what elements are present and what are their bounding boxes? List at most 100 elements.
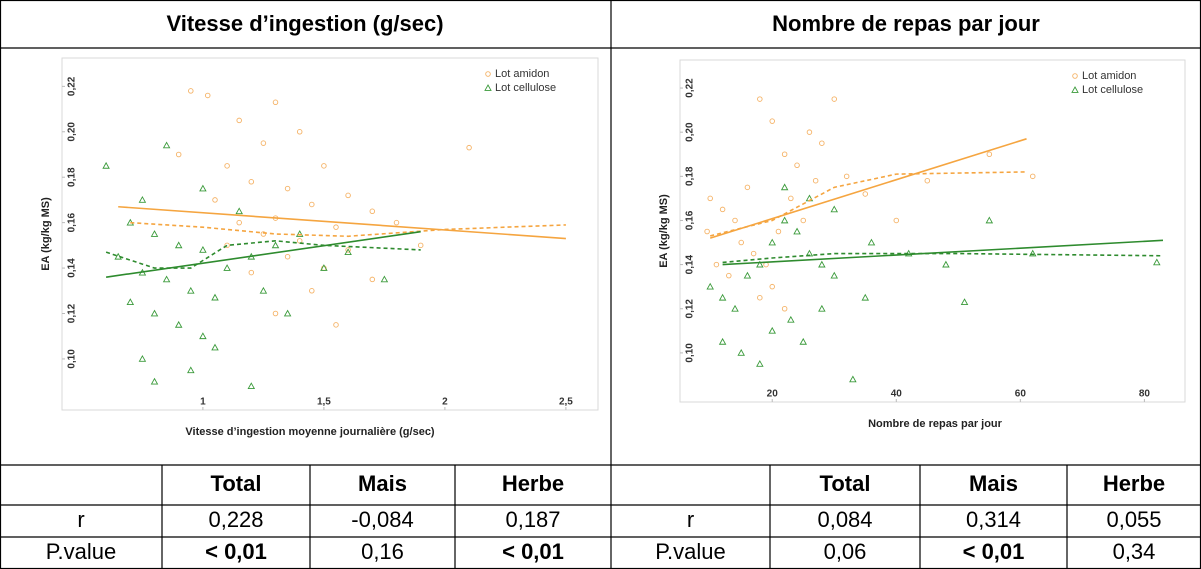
y-tick-label: 0,22	[67, 76, 78, 96]
point	[867, 238, 876, 246]
point	[769, 283, 775, 290]
plot-frame	[61, 57, 599, 411]
y-tick-label: 0,16	[685, 210, 696, 230]
point	[260, 231, 267, 237]
point	[799, 337, 808, 345]
point	[768, 238, 776, 246]
point	[223, 264, 231, 271]
point	[781, 306, 788, 312]
point	[893, 217, 900, 224]
point	[942, 260, 950, 268]
point	[960, 298, 969, 305]
point	[726, 272, 732, 279]
point	[199, 245, 207, 253]
x-tick-label: 40	[891, 389, 903, 400]
point	[788, 195, 794, 202]
x-axis-label: Vitesse d’ingestion moyenne journalière …	[185, 426, 435, 438]
fit-line	[722, 252, 1164, 264]
point	[769, 118, 775, 124]
point	[768, 326, 776, 334]
point	[780, 216, 789, 224]
y-axis-label: EA (kg/kg MS)	[658, 194, 670, 268]
point	[757, 96, 763, 102]
point	[236, 219, 242, 226]
point	[272, 99, 279, 106]
point	[296, 129, 303, 135]
point	[174, 241, 183, 249]
point	[862, 191, 869, 197]
point	[236, 117, 242, 124]
point	[309, 288, 315, 294]
point	[924, 177, 931, 184]
row-label: r	[687, 507, 694, 532]
cell: -0,084	[351, 507, 413, 532]
column-header: Total	[211, 471, 262, 496]
y-tick-label: 0,20	[685, 122, 696, 142]
point	[393, 219, 400, 226]
point	[345, 247, 351, 253]
point	[417, 242, 424, 249]
point	[986, 151, 993, 157]
point	[780, 183, 789, 191]
point	[706, 282, 714, 290]
point	[138, 196, 147, 203]
point	[284, 185, 291, 192]
point	[812, 177, 819, 184]
column-header: Herbe	[1103, 471, 1165, 496]
point	[750, 250, 757, 257]
x-tick-label: 1	[200, 397, 206, 408]
point	[199, 332, 207, 340]
cell: 0,055	[1106, 507, 1161, 532]
point	[831, 96, 838, 102]
point	[345, 192, 351, 199]
y-tick-label: 0,10	[67, 349, 78, 369]
point	[800, 217, 806, 224]
point	[248, 179, 255, 185]
point	[259, 286, 268, 294]
y-tick-label: 0,14	[685, 254, 696, 274]
legend-label: Lot amidon	[1082, 70, 1136, 82]
point	[743, 271, 752, 279]
cell: 0,34	[1113, 539, 1156, 564]
point	[732, 217, 738, 224]
point	[985, 216, 994, 224]
y-tick-label: 0,10	[685, 343, 696, 363]
x-tick-label: 2	[442, 397, 448, 408]
point	[756, 260, 764, 268]
point	[861, 293, 870, 301]
point	[830, 205, 839, 213]
point	[707, 195, 713, 202]
fit-line	[105, 240, 421, 269]
cell: 0,187	[505, 507, 560, 532]
cell: 0,228	[208, 507, 263, 532]
point	[162, 141, 171, 149]
x-tick-label: 60	[1015, 389, 1027, 400]
cell: 0,16	[361, 539, 404, 564]
point	[187, 366, 195, 374]
fit-line	[118, 205, 566, 240]
point	[271, 241, 280, 249]
point	[138, 355, 147, 362]
point	[843, 173, 850, 180]
x-tick-label: 80	[1139, 389, 1151, 400]
point	[380, 275, 389, 283]
point	[211, 293, 219, 301]
legend-marker	[1071, 86, 1079, 93]
point	[744, 184, 751, 191]
y-tick-label: 0,18	[685, 166, 696, 186]
point	[333, 322, 339, 328]
cell: 0,314	[966, 507, 1021, 532]
cell: 0,084	[817, 507, 872, 532]
point	[369, 208, 376, 215]
point	[818, 304, 826, 312]
cell: < 0,01	[205, 539, 267, 564]
point	[719, 206, 726, 213]
point	[187, 286, 195, 294]
point	[199, 184, 207, 192]
point	[150, 230, 159, 237]
point	[756, 360, 764, 367]
row-label: r	[77, 507, 84, 532]
point	[818, 260, 826, 268]
x-axis-label: Nombre de repas par jour	[868, 418, 1003, 430]
cell: 0,06	[824, 539, 867, 564]
